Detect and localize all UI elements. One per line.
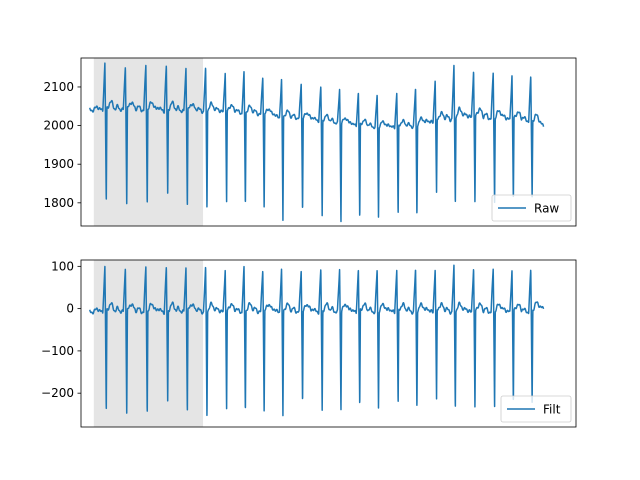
y-tick-label: 100 (51, 259, 74, 273)
y-tick-label: 2000 (43, 119, 74, 133)
legend-box (500, 395, 572, 423)
plot-panel-2: −200 −100 0 100 Filt (41, 259, 577, 428)
y-tick-label: −200 (41, 386, 74, 400)
y-tick-label: 2100 (43, 80, 74, 94)
legend-label: Raw (534, 202, 559, 216)
plot-panel-1: 1800 1900 2000 2100 Raw (43, 57, 577, 227)
legend: Filt (500, 395, 572, 423)
y-tick-label: 0 (66, 302, 74, 316)
legend-label: Filt (543, 403, 561, 417)
legend-box (491, 194, 572, 222)
y-tick-label: 1900 (43, 157, 74, 171)
series-line-raw (88, 62, 545, 223)
y-tick-label: 1800 (43, 196, 74, 210)
axes-frame (80, 57, 577, 227)
y-tick-label: −100 (41, 344, 74, 358)
axes-frame (80, 259, 577, 428)
series-line-filt (88, 264, 545, 417)
legend: Raw (491, 194, 572, 222)
